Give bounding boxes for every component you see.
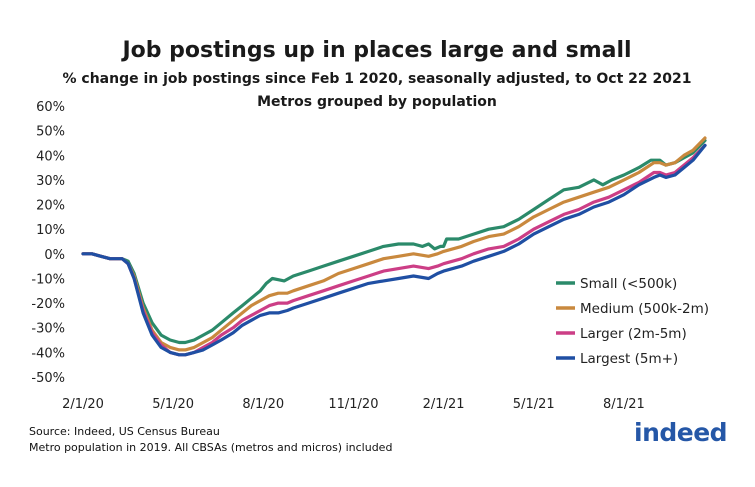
chart-subtitle-2: Metros grouped by population — [257, 94, 497, 110]
y-tick-label: 10% — [36, 223, 65, 238]
chart-subtitle: % change in job postings since Feb 1 202… — [63, 71, 692, 87]
legend: Small (<500k) Medium (500k-2m) Larger (2m-… — [556, 276, 709, 367]
x-tick-label: 8/1/20 — [242, 397, 284, 412]
x-tick-label: 5/1/21 — [513, 397, 555, 412]
chart-title: Job postings up in places large and smal… — [120, 38, 631, 63]
series-line-larger — [81, 143, 707, 357]
indeed-logo-text: indeed — [634, 418, 728, 447]
x-tick-label: 2/1/20 — [62, 397, 104, 412]
y-tick-label: 50% — [36, 125, 65, 140]
y-tick-label: -30% — [31, 322, 65, 337]
legend-label-largest: Largest (5m+) — [580, 351, 678, 367]
source-note: Source: Indeed, US Census Bureau — [29, 425, 220, 438]
y-tick-label: 40% — [36, 149, 65, 164]
legend-label-larger: Larger (2m-5m) — [580, 326, 687, 342]
series-line-largest — [81, 143, 707, 357]
y-tick-label: 20% — [36, 199, 65, 214]
y-tick-label: 60% — [36, 100, 65, 115]
y-tick-label: -40% — [31, 346, 65, 361]
series-line-small — [81, 138, 707, 345]
y-tick-label: 0% — [44, 248, 65, 263]
y-tick-label: 30% — [36, 174, 65, 189]
legend-label-medium: Medium (500k-2m) — [580, 301, 709, 317]
y-tick-label: -20% — [31, 297, 65, 312]
x-tick-label: 2/1/21 — [423, 397, 465, 412]
x-tick-label: 5/1/20 — [152, 397, 194, 412]
population-note: Metro population in 2019. All CBSAs (met… — [29, 441, 393, 454]
x-axis: 2/1/20 5/1/20 8/1/20 11/1/20 2/1/21 5/1/21 8/1… — [62, 397, 645, 412]
indeed-logo: indeed — [634, 418, 728, 447]
y-axis: 60% 50% 40% 30% 20% 10% 0% -10% -20% -30% -40% -50% — [31, 100, 65, 386]
legend-label-small: Small (<500k) — [580, 276, 677, 292]
y-tick-label: -50% — [31, 371, 65, 386]
series-lines — [81, 136, 707, 357]
x-tick-label: 8/1/21 — [603, 397, 645, 412]
y-tick-label: -10% — [31, 272, 65, 287]
x-tick-label: 11/1/20 — [328, 397, 378, 412]
